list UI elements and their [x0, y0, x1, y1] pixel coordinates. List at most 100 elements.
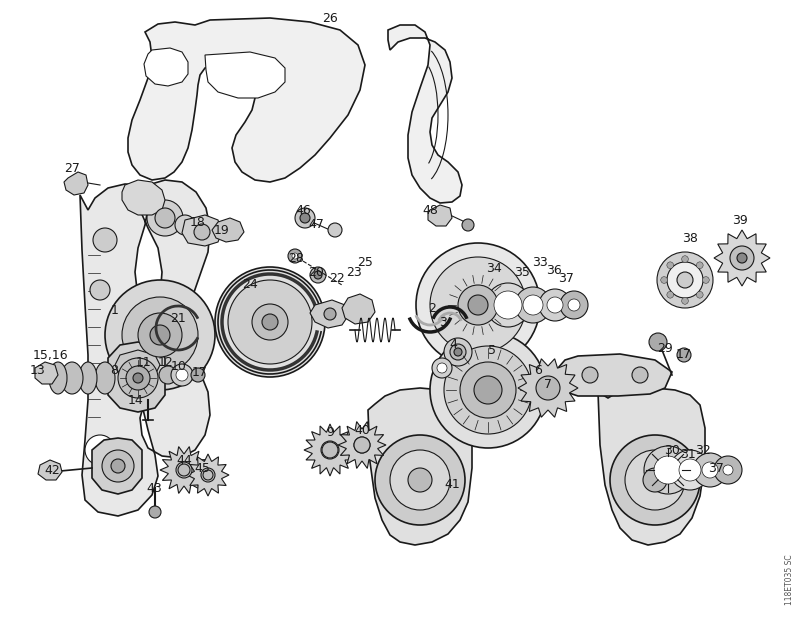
Text: 4: 4 — [449, 338, 457, 351]
Circle shape — [310, 267, 326, 283]
Polygon shape — [35, 362, 58, 384]
Circle shape — [191, 368, 205, 382]
Circle shape — [670, 450, 710, 490]
Text: 24: 24 — [242, 278, 258, 292]
Circle shape — [643, 468, 667, 492]
Circle shape — [723, 465, 733, 475]
Text: 40: 40 — [354, 423, 370, 437]
Circle shape — [203, 470, 213, 480]
Circle shape — [171, 364, 193, 386]
Circle shape — [175, 215, 195, 235]
Circle shape — [536, 376, 560, 400]
Circle shape — [118, 358, 158, 398]
Polygon shape — [205, 52, 285, 98]
Circle shape — [176, 462, 192, 478]
Circle shape — [201, 468, 215, 482]
Circle shape — [732, 248, 752, 268]
Text: 1: 1 — [111, 304, 119, 317]
Circle shape — [122, 297, 198, 373]
Circle shape — [568, 299, 580, 311]
Circle shape — [437, 363, 447, 373]
Ellipse shape — [61, 362, 83, 394]
Polygon shape — [108, 342, 165, 412]
Circle shape — [460, 362, 516, 418]
Text: 17: 17 — [676, 348, 692, 362]
Circle shape — [654, 456, 682, 484]
Text: 37: 37 — [708, 461, 724, 475]
Text: 26: 26 — [322, 11, 338, 25]
Circle shape — [322, 442, 338, 458]
Polygon shape — [310, 300, 348, 328]
Circle shape — [408, 468, 432, 492]
Circle shape — [126, 366, 150, 390]
Circle shape — [90, 280, 110, 300]
Text: 41: 41 — [444, 478, 460, 490]
Circle shape — [702, 462, 718, 478]
Polygon shape — [338, 422, 386, 468]
Text: 34: 34 — [486, 261, 502, 274]
Polygon shape — [115, 350, 160, 378]
Circle shape — [262, 314, 278, 330]
Circle shape — [667, 292, 674, 298]
Text: 33: 33 — [532, 256, 548, 269]
Text: 25: 25 — [357, 256, 373, 269]
Circle shape — [159, 366, 177, 384]
Circle shape — [430, 332, 546, 448]
Text: 27: 27 — [64, 162, 80, 175]
Polygon shape — [38, 460, 62, 480]
Circle shape — [682, 256, 688, 262]
Circle shape — [314, 271, 322, 279]
Circle shape — [150, 325, 170, 345]
Polygon shape — [160, 447, 208, 493]
Circle shape — [324, 308, 336, 320]
Text: 11: 11 — [136, 355, 152, 369]
Circle shape — [178, 464, 190, 476]
Text: 2: 2 — [428, 302, 436, 314]
Circle shape — [430, 257, 526, 353]
Text: 36: 36 — [546, 264, 562, 276]
Circle shape — [321, 441, 339, 459]
Circle shape — [682, 298, 688, 304]
Circle shape — [610, 435, 700, 525]
Circle shape — [625, 450, 685, 510]
Circle shape — [375, 435, 465, 525]
Circle shape — [644, 446, 692, 494]
Circle shape — [560, 291, 588, 319]
Text: 29: 29 — [657, 341, 673, 355]
Circle shape — [444, 346, 532, 434]
Circle shape — [93, 228, 117, 252]
Circle shape — [176, 369, 188, 381]
Circle shape — [494, 291, 522, 319]
Polygon shape — [388, 25, 462, 203]
Text: 23: 23 — [346, 266, 362, 278]
Circle shape — [102, 450, 134, 482]
Circle shape — [444, 338, 472, 366]
Circle shape — [454, 348, 462, 356]
Text: 45: 45 — [194, 461, 210, 475]
Text: 37: 37 — [558, 271, 574, 285]
Circle shape — [458, 285, 498, 325]
Circle shape — [85, 435, 115, 465]
Text: 28: 28 — [288, 252, 304, 264]
Circle shape — [354, 437, 370, 453]
Circle shape — [149, 506, 161, 518]
Polygon shape — [92, 438, 142, 494]
Text: 46: 46 — [295, 204, 311, 216]
Polygon shape — [368, 388, 472, 545]
Circle shape — [649, 333, 667, 351]
Circle shape — [295, 208, 315, 228]
Text: 39: 39 — [732, 213, 748, 227]
Circle shape — [292, 253, 298, 259]
Text: 13: 13 — [30, 363, 46, 377]
Polygon shape — [714, 230, 770, 286]
Circle shape — [657, 252, 713, 308]
Circle shape — [155, 208, 175, 228]
Circle shape — [696, 292, 703, 298]
Polygon shape — [518, 359, 578, 417]
Circle shape — [468, 295, 488, 315]
Text: 48: 48 — [422, 204, 438, 216]
Text: 10: 10 — [171, 360, 187, 372]
Circle shape — [667, 262, 703, 298]
Ellipse shape — [49, 362, 67, 394]
Circle shape — [147, 200, 183, 236]
